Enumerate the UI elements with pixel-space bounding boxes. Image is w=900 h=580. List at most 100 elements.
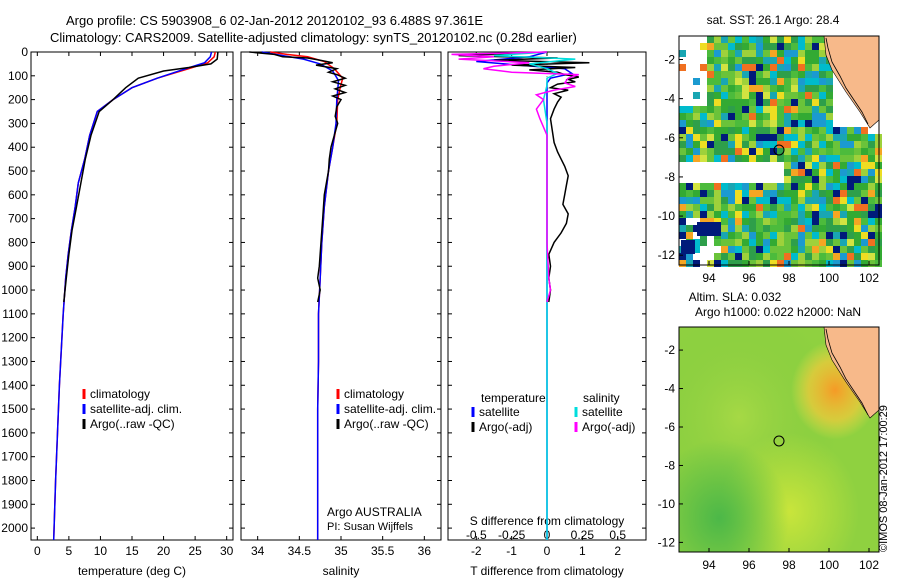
sst-cell	[805, 155, 812, 162]
sst-cell	[798, 218, 805, 225]
sst-cell	[805, 190, 812, 197]
sst-cell	[868, 134, 875, 141]
sst-cell	[833, 197, 840, 204]
sst-lon-label: 96	[742, 271, 756, 285]
sst-cell	[819, 155, 826, 162]
sst-cell	[735, 120, 742, 127]
sst-cell	[770, 113, 777, 120]
sst-cell	[756, 78, 763, 85]
sst-cell	[749, 43, 756, 50]
sst-cell	[742, 155, 749, 162]
chart-title-line-1: Argo profile: CS 5903908_6 02-Jan-2012 2…	[66, 13, 484, 28]
sst-cell	[847, 218, 854, 225]
sst-cell	[833, 169, 840, 176]
sst-cell	[798, 71, 805, 78]
sst-cell	[791, 211, 798, 218]
sst-cell	[777, 71, 784, 78]
sst-cell	[854, 183, 861, 190]
sst-cell	[700, 113, 707, 120]
sst-cell	[735, 113, 742, 120]
sst-cell	[868, 218, 875, 225]
depth-tick-label: 0	[21, 45, 28, 59]
sst-cell	[700, 43, 707, 50]
sst-cell	[735, 78, 742, 85]
sst-cell	[763, 99, 770, 106]
sst-cell	[791, 190, 798, 197]
sst-cell	[770, 99, 777, 106]
sst-cell	[861, 197, 868, 204]
sst-cell	[735, 43, 742, 50]
sst-cell	[742, 183, 749, 190]
sst-cell	[714, 155, 721, 162]
sst-cell	[777, 78, 784, 85]
sst-cell	[707, 85, 714, 92]
sst-cell	[728, 190, 735, 197]
sst-cell	[826, 78, 833, 85]
sst-cell	[721, 239, 728, 246]
sst-cell	[756, 232, 763, 239]
sst-cell	[756, 183, 763, 190]
sst-cell	[826, 113, 833, 120]
sst-cell	[728, 85, 735, 92]
sst-cell	[749, 211, 756, 218]
sla-map-title-1: Altim. SLA: 0.032	[689, 290, 782, 304]
sst-cell	[777, 260, 784, 267]
sst-cell	[777, 155, 784, 162]
sst-cell	[749, 141, 756, 148]
sst-cell	[847, 127, 854, 134]
sst-cell	[728, 253, 735, 260]
sst-cell	[833, 148, 840, 155]
sst-cell	[819, 253, 826, 260]
sst-cell	[686, 120, 693, 127]
sst-cell	[854, 162, 861, 169]
sst-cell	[742, 127, 749, 134]
coastline-sla	[825, 328, 869, 416]
sst-cell	[742, 120, 749, 127]
sst-cell	[819, 218, 826, 225]
sst-cell	[707, 211, 714, 218]
sst-cell	[756, 260, 763, 267]
sst-cell	[819, 36, 826, 43]
sst-cell	[742, 218, 749, 225]
sst-cell	[714, 218, 721, 225]
sst-cell	[770, 106, 777, 113]
sst-cell	[679, 197, 686, 204]
sst-cell	[826, 99, 833, 106]
sst-cell	[819, 106, 826, 113]
sst-cell	[854, 155, 861, 162]
sst-cell	[735, 253, 742, 260]
sst-cell	[707, 197, 714, 204]
sst-cell	[728, 141, 735, 148]
sst-cell	[777, 183, 784, 190]
sst-cell	[791, 204, 798, 211]
sst-cell	[721, 183, 728, 190]
sst-cell	[791, 253, 798, 260]
sst-cell	[679, 225, 686, 232]
sst-cell	[721, 71, 728, 78]
sst-cell	[798, 113, 805, 120]
sst-cell	[861, 232, 868, 239]
sst-cell	[679, 155, 686, 162]
sst-cell	[721, 64, 728, 71]
sst-cell	[714, 113, 721, 120]
sst-cell	[679, 204, 686, 211]
sst-cell	[840, 246, 847, 253]
sst-cell	[777, 92, 784, 99]
sst-cell	[686, 190, 693, 197]
sst-cell	[728, 113, 735, 120]
sst-cell	[798, 239, 805, 246]
sst-cell	[798, 162, 805, 169]
sla-lon-label: 100	[819, 558, 839, 572]
sst-cell	[833, 232, 840, 239]
sst-cell	[728, 120, 735, 127]
sst-cell	[791, 43, 798, 50]
sst-cell	[756, 57, 763, 64]
sst-cell	[868, 204, 875, 211]
sst-cell	[812, 197, 819, 204]
sst-cell	[770, 197, 777, 204]
sst-lat-label: -6	[664, 131, 675, 145]
sla-lon-label: 102	[859, 558, 879, 572]
sst-lat-label: -2	[664, 52, 675, 66]
sst-cell	[868, 183, 875, 190]
sst-cell	[854, 211, 861, 218]
